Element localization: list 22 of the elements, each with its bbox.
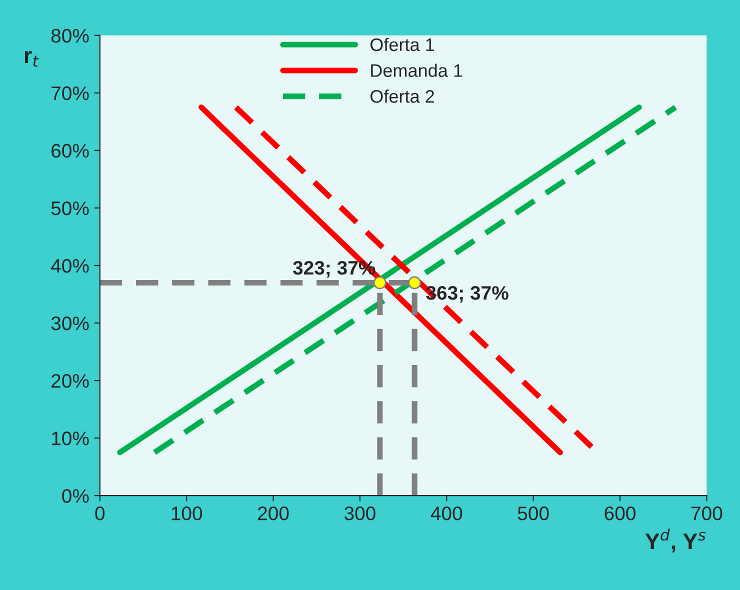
y-tick-label: 80% xyxy=(51,28,89,43)
y-tick-label: 50% xyxy=(51,201,89,216)
x-tick-label: 700 xyxy=(691,506,722,520)
legend-label: Demanda 1 xyxy=(371,64,462,77)
y-tick-label: 10% xyxy=(52,432,89,446)
x-tick-label: 0 xyxy=(95,506,105,520)
y-tick-label: 0% xyxy=(62,489,89,503)
y-axis-title: r$_{t}$ xyxy=(24,51,39,67)
x-tick-label: 200 xyxy=(258,506,289,520)
x-tick-label: 600 xyxy=(604,506,636,520)
x-tick-label: 100 xyxy=(172,506,202,520)
legend-label: Oferta 1 xyxy=(370,38,434,52)
y-tick-label: 20% xyxy=(52,374,89,388)
y-tick-label: 40% xyxy=(51,258,89,273)
x-axis-title: Y$^{d}$, Y$^{s}$ xyxy=(645,528,706,552)
y-tick-label: 60% xyxy=(52,144,89,158)
x-tick-label: 400 xyxy=(430,506,462,520)
y-tick-label: 70% xyxy=(52,86,89,100)
legend-label: Oferta 2 xyxy=(370,90,434,103)
x-tick-label: 300 xyxy=(344,506,376,520)
x-tick-label: 500 xyxy=(518,506,549,520)
y-tick-label: 30% xyxy=(51,316,89,330)
